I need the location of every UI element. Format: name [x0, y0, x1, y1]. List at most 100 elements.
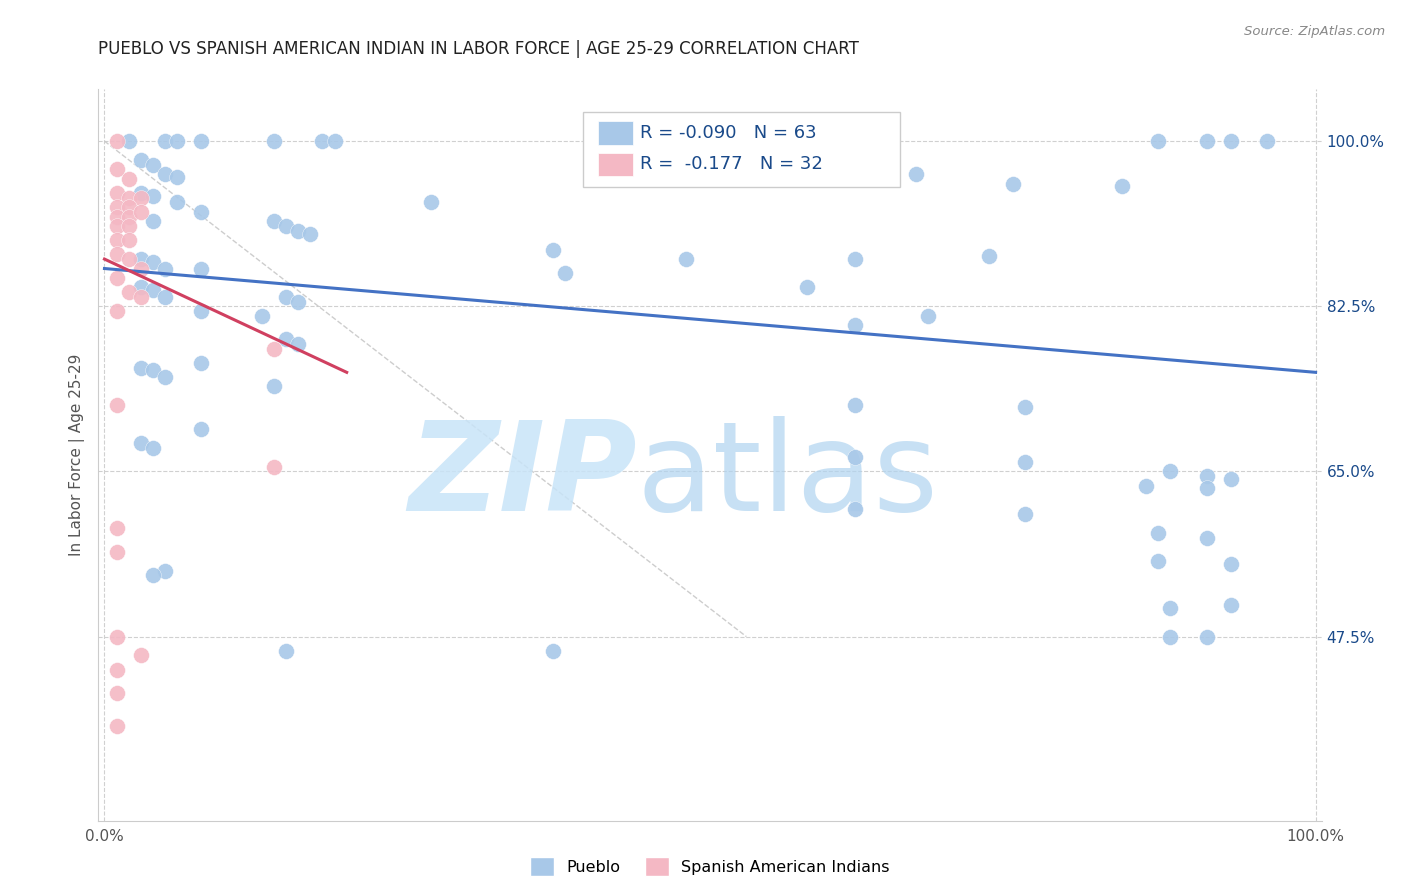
- Point: [1195, 134, 1218, 148]
- Point: [420, 195, 443, 210]
- Point: [118, 219, 141, 233]
- Point: [263, 134, 285, 148]
- Point: [129, 191, 152, 205]
- Point: [1135, 478, 1157, 492]
- Point: [105, 200, 128, 214]
- Point: [1147, 134, 1170, 148]
- Point: [118, 134, 141, 148]
- Point: [142, 568, 165, 582]
- Point: [153, 261, 176, 276]
- Point: [190, 304, 212, 318]
- Text: ZIP: ZIP: [408, 417, 637, 537]
- Point: [1219, 134, 1241, 148]
- Point: [1111, 179, 1133, 194]
- Point: [844, 318, 866, 333]
- Point: [287, 337, 309, 351]
- Point: [1014, 507, 1036, 521]
- Point: [118, 210, 141, 224]
- Point: [129, 290, 152, 304]
- Text: R = -0.090   N = 63: R = -0.090 N = 63: [640, 124, 817, 142]
- Point: [153, 134, 176, 148]
- Point: [759, 172, 782, 186]
- Point: [1219, 599, 1241, 613]
- Point: [142, 158, 165, 172]
- Point: [129, 436, 152, 450]
- Point: [904, 167, 927, 181]
- Point: [105, 719, 128, 733]
- Point: [1195, 630, 1218, 644]
- Point: [276, 332, 298, 346]
- Point: [1147, 525, 1170, 540]
- Point: [105, 210, 128, 224]
- Point: [142, 214, 165, 228]
- Point: [118, 285, 141, 299]
- Point: [917, 309, 939, 323]
- Point: [1219, 472, 1241, 486]
- Point: [118, 172, 141, 186]
- Point: [1147, 554, 1170, 568]
- Point: [844, 450, 866, 465]
- Point: [554, 266, 576, 280]
- Point: [287, 224, 309, 238]
- Point: [844, 398, 866, 412]
- Point: [118, 200, 141, 214]
- Point: [153, 564, 176, 578]
- Point: [190, 422, 212, 436]
- Text: R =  -0.177   N = 32: R = -0.177 N = 32: [640, 155, 823, 173]
- Point: [299, 227, 322, 241]
- Point: [541, 644, 564, 658]
- Point: [1001, 177, 1024, 191]
- Text: Source: ZipAtlas.com: Source: ZipAtlas.com: [1244, 25, 1385, 38]
- Point: [323, 134, 346, 148]
- Point: [1195, 531, 1218, 545]
- Point: [105, 271, 128, 285]
- Point: [1195, 482, 1218, 496]
- Point: [105, 304, 128, 318]
- Y-axis label: In Labor Force | Age 25-29: In Labor Force | Age 25-29: [69, 354, 86, 556]
- Point: [142, 362, 165, 376]
- Point: [118, 233, 141, 247]
- Point: [105, 247, 128, 261]
- Point: [105, 663, 128, 677]
- Point: [129, 186, 152, 200]
- Point: [190, 134, 212, 148]
- Point: [166, 134, 188, 148]
- Point: [142, 441, 165, 455]
- Point: [129, 261, 152, 276]
- Point: [263, 342, 285, 356]
- Point: [190, 356, 212, 370]
- Point: [276, 219, 298, 233]
- Point: [129, 280, 152, 294]
- Point: [105, 686, 128, 700]
- Point: [1195, 469, 1218, 483]
- Point: [844, 502, 866, 516]
- Point: [129, 360, 152, 375]
- Point: [129, 153, 152, 167]
- Point: [105, 630, 128, 644]
- Point: [263, 379, 285, 393]
- Point: [105, 544, 128, 558]
- Legend: Pueblo, Spanish American Indians: Pueblo, Spanish American Indians: [523, 851, 897, 882]
- Point: [287, 294, 309, 309]
- Point: [153, 290, 176, 304]
- Point: [129, 252, 152, 266]
- Point: [105, 134, 128, 148]
- Point: [1159, 465, 1181, 479]
- Point: [1014, 455, 1036, 469]
- Point: [1219, 557, 1241, 571]
- Point: [166, 195, 188, 210]
- Point: [1256, 134, 1278, 148]
- Text: atlas: atlas: [637, 417, 939, 537]
- Point: [118, 191, 141, 205]
- Point: [166, 169, 188, 184]
- Point: [129, 648, 152, 663]
- Point: [1159, 601, 1181, 615]
- Point: [142, 283, 165, 297]
- Point: [675, 252, 697, 266]
- Point: [1014, 401, 1036, 415]
- Point: [142, 255, 165, 269]
- Point: [263, 459, 285, 474]
- Point: [263, 214, 285, 228]
- Point: [105, 162, 128, 177]
- Point: [129, 205, 152, 219]
